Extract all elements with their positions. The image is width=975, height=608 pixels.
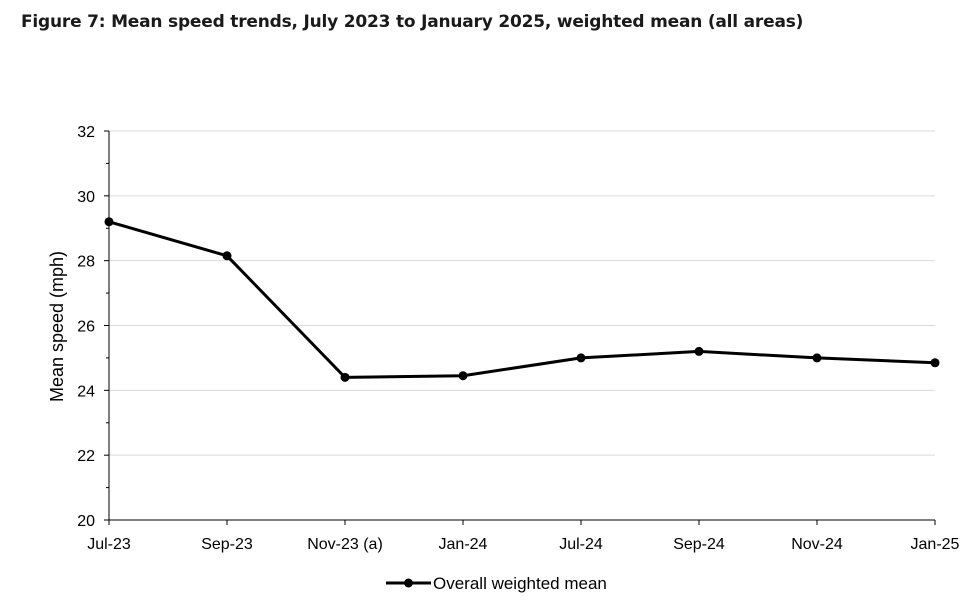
x-tick-label: Jan-25: [911, 536, 960, 553]
legend: Overall weighted mean: [386, 574, 607, 593]
x-tick-label: Nov-24: [791, 536, 843, 553]
figure-title: Figure 7: Mean speed trends, July 2023 t…: [21, 12, 804, 32]
y-tick-label-30: 30: [77, 189, 95, 206]
x-tick-label: Jul-23: [87, 536, 131, 553]
x-tick-label: Jan-24: [439, 536, 488, 553]
series-overall-weighted-mean: [104, 217, 940, 382]
data-point: [576, 353, 586, 363]
y-tick-label-20: 20: [77, 513, 95, 530]
legend-marker-swatch: [404, 578, 413, 588]
data-point: [340, 372, 350, 382]
axes: [104, 130, 936, 525]
x-tick-label: Nov-23 (a): [307, 536, 383, 553]
x-tick-label: Sep-24: [673, 536, 725, 553]
y-tick-labels: 20 22 24 26 28 30 32: [77, 124, 95, 530]
y-tick-label-28: 28: [77, 254, 95, 271]
data-point: [812, 353, 822, 363]
data-point: [694, 346, 704, 356]
data-point: [222, 251, 232, 261]
gridlines: [109, 130, 935, 456]
y-axis-label: Mean speed (mph): [47, 251, 67, 402]
y-tick-label-26: 26: [77, 319, 95, 336]
data-point: [104, 217, 114, 227]
y-tick-label-24: 24: [77, 383, 95, 400]
data-point: [930, 358, 940, 368]
y-tick-label-32: 32: [77, 124, 95, 141]
legend-label: Overall weighted mean: [433, 574, 607, 593]
y-tick-label-22: 22: [77, 448, 95, 465]
series-line: [108, 220, 936, 379]
data-point: [458, 371, 468, 381]
x-tick-label: Sep-23: [201, 536, 253, 553]
x-tick-label: Jul-24: [559, 536, 603, 553]
x-tick-labels: Jul-23 Sep-23 Nov-23 (a) Jan-24 Jul-24 Sep-24…: [87, 536, 959, 553]
